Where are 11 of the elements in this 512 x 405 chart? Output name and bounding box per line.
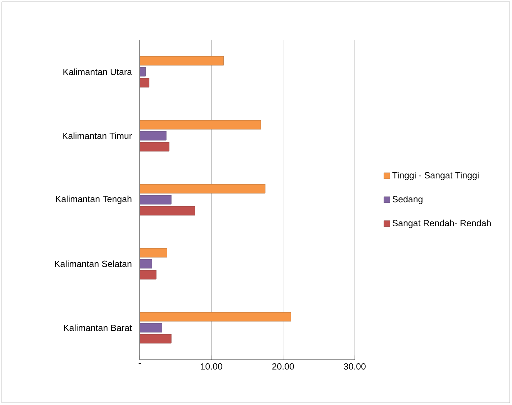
y-tick-label: Kalimantan Selatan bbox=[55, 260, 132, 268]
y-tick-label: Kalimantan Utara bbox=[64, 68, 132, 76]
legend-label: Sedang bbox=[392, 196, 423, 204]
y-tick-label: Kalimantan Timur bbox=[63, 132, 132, 140]
y-tick-label: Kalimantan Tengah bbox=[56, 196, 132, 204]
x-tick-label: 30.00 bbox=[344, 364, 366, 370]
x-tick-label: 10.00 bbox=[201, 364, 223, 370]
legend-label: Tinggi - Sangat Tinggi bbox=[392, 172, 479, 180]
x-tick-label: 20.00 bbox=[272, 364, 294, 370]
y-tick-label: Kalimantan Barat bbox=[64, 324, 132, 332]
legend-label: Sangat Rendah- Rendah bbox=[392, 220, 491, 228]
